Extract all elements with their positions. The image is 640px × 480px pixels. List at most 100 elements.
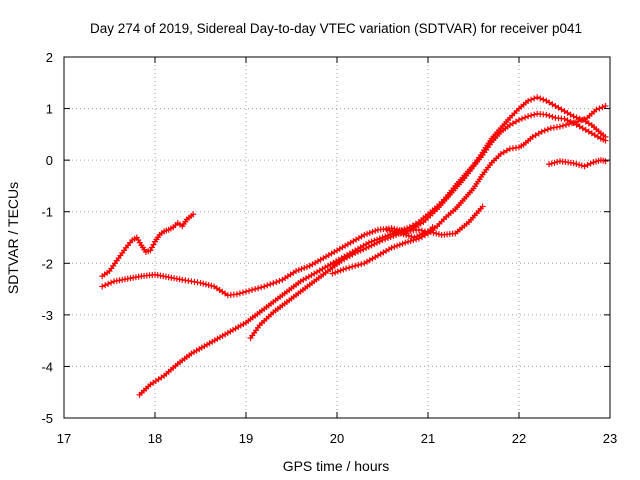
data-point-marker	[343, 265, 350, 272]
data-point-marker	[531, 111, 538, 118]
data-point-marker	[425, 228, 431, 235]
data-point-marker	[108, 279, 115, 286]
data-point-marker	[411, 234, 418, 241]
data-point-marker	[519, 115, 526, 122]
data-point-marker	[270, 280, 277, 287]
data-point-marker	[354, 248, 361, 255]
data-point-marker	[329, 270, 336, 277]
data-point-marker	[540, 96, 547, 103]
data-point-marker	[205, 282, 212, 289]
data-point-marker	[538, 128, 545, 135]
data-point-marker	[337, 267, 344, 274]
data-point-marker	[570, 160, 577, 167]
data-point-marker	[543, 97, 550, 104]
data-point-marker	[249, 286, 256, 293]
x-tick-label: 19	[239, 431, 253, 446]
data-point-marker	[293, 268, 300, 275]
data-point-marker	[551, 159, 558, 166]
data-point-marker	[578, 117, 585, 124]
data-point-marker	[190, 211, 197, 218]
data-point-marker	[546, 112, 553, 119]
data-point-marker	[264, 282, 271, 289]
data-point-marker	[389, 228, 396, 235]
data-point-marker	[363, 245, 370, 252]
data-point-marker	[529, 133, 536, 140]
series-track-g	[546, 157, 609, 170]
data-point-marker	[578, 162, 585, 169]
chart-title: Day 274 of 2019, Sidereal Day-to-day VTE…	[90, 21, 582, 36]
data-point-marker	[202, 281, 209, 288]
data-point-marker	[252, 286, 259, 293]
data-point-marker	[573, 161, 580, 168]
data-point-marker	[346, 264, 353, 271]
data-point-marker	[361, 231, 368, 238]
data-point-marker	[407, 238, 414, 245]
data-point-marker	[535, 130, 542, 137]
data-point-marker	[334, 268, 341, 275]
data-point-marker	[392, 228, 399, 235]
data-point-marker	[427, 229, 434, 236]
data-point-marker	[379, 237, 386, 244]
series-group	[99, 94, 609, 398]
data-point-marker	[528, 96, 535, 103]
data-point-marker	[537, 95, 544, 102]
data-point-marker	[404, 238, 411, 245]
data-point-marker	[410, 237, 417, 244]
data-point-marker	[564, 117, 571, 124]
data-point-marker	[396, 241, 403, 248]
y-tick-label: -3	[41, 308, 53, 323]
data-point-marker	[364, 230, 371, 237]
data-point-marker	[602, 158, 609, 165]
data-point-marker	[561, 115, 568, 122]
data-point-marker	[575, 118, 582, 125]
y-axis-label: SDTVAR / TECUs	[5, 182, 21, 294]
data-point-marker	[414, 233, 421, 240]
grid-lines	[64, 57, 610, 418]
data-point-marker	[512, 118, 519, 125]
data-point-marker	[384, 226, 391, 233]
data-point-marker	[525, 97, 532, 104]
data-point-marker	[400, 231, 407, 238]
data-point-marker	[549, 101, 556, 108]
data-point-marker	[558, 106, 565, 113]
x-tick-label: 22	[512, 431, 526, 446]
data-point-marker	[509, 120, 516, 127]
data-point-marker	[105, 280, 112, 287]
data-point-marker	[408, 233, 415, 240]
series-track-e	[329, 102, 609, 277]
data-point-marker	[531, 95, 538, 102]
data-point-marker	[365, 243, 372, 250]
data-point-marker	[99, 283, 106, 290]
data-point-marker	[500, 149, 507, 156]
data-point-marker	[298, 265, 305, 272]
data-point-marker	[391, 243, 398, 250]
data-point-marker	[394, 242, 401, 249]
data-point-marker	[602, 137, 609, 144]
data-point-marker	[579, 125, 586, 132]
data-point-marker	[503, 147, 510, 154]
data-point-marker	[368, 242, 375, 249]
data-point-marker	[559, 122, 566, 129]
data-point-marker	[358, 261, 365, 268]
data-point-marker	[273, 279, 280, 286]
series-track-b	[99, 224, 436, 299]
data-point-marker	[360, 246, 367, 253]
series-track-c	[136, 94, 609, 398]
data-point-marker	[594, 133, 601, 140]
x-axis-label: GPS time / hours	[283, 458, 390, 474]
data-point-marker	[243, 288, 249, 295]
data-point-marker	[563, 121, 570, 128]
data-point-marker	[576, 161, 583, 168]
data-point-marker	[435, 231, 442, 238]
data-point-marker	[376, 238, 383, 245]
data-point-marker	[239, 289, 246, 296]
data-point-marker	[397, 230, 404, 237]
data-point-marker	[544, 126, 551, 133]
data-point-marker	[236, 290, 243, 297]
data-point-marker	[372, 227, 379, 234]
data-point-marker	[602, 102, 609, 109]
data-point-marker	[233, 291, 240, 298]
data-point-marker	[596, 105, 603, 112]
x-tick-label: 21	[421, 431, 435, 446]
